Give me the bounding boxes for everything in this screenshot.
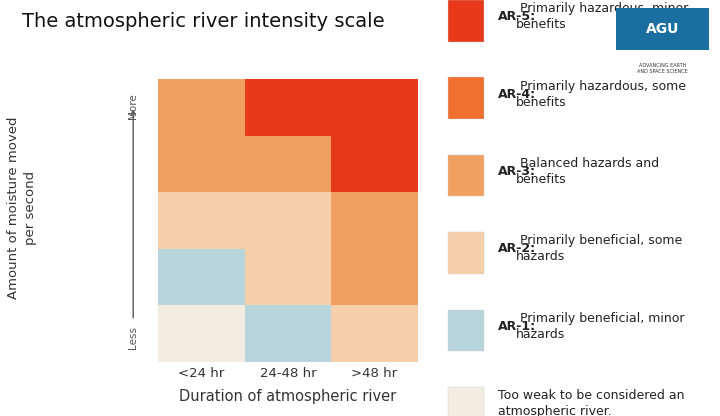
FancyBboxPatch shape <box>616 8 709 50</box>
Bar <box>245 192 331 249</box>
Text: The atmospheric river intensity scale: The atmospheric river intensity scale <box>22 12 384 32</box>
Bar <box>158 249 245 305</box>
Bar <box>158 79 245 136</box>
Text: AR-2:: AR-2: <box>498 242 536 255</box>
FancyBboxPatch shape <box>449 232 485 274</box>
FancyBboxPatch shape <box>449 77 485 119</box>
Text: AR-5:: AR-5: <box>498 10 536 23</box>
FancyBboxPatch shape <box>449 310 485 351</box>
Bar <box>331 249 418 305</box>
Bar <box>158 136 245 192</box>
Bar <box>245 305 331 362</box>
Text: Primarily hazardous, some
benefits: Primarily hazardous, some benefits <box>516 79 686 109</box>
FancyBboxPatch shape <box>449 155 485 196</box>
Text: Too weak to be considered an
atmospheric river.: Too weak to be considered an atmospheric… <box>498 389 685 416</box>
FancyBboxPatch shape <box>449 387 485 416</box>
Bar <box>158 305 245 362</box>
Bar <box>331 136 418 192</box>
Text: More: More <box>128 94 138 119</box>
Bar <box>331 192 418 249</box>
Text: AR-1:: AR-1: <box>498 319 536 333</box>
Text: Primarily hazardous, minor
benefits: Primarily hazardous, minor benefits <box>516 2 688 31</box>
X-axis label: Duration of atmospheric river: Duration of atmospheric river <box>179 389 397 404</box>
Text: Balanced hazards and
benefits: Balanced hazards and benefits <box>516 157 660 186</box>
Text: AGU: AGU <box>646 22 679 36</box>
Bar <box>245 136 331 192</box>
Text: AR-3:: AR-3: <box>498 165 536 178</box>
Text: Primarily beneficial, minor
hazards: Primarily beneficial, minor hazards <box>516 312 685 341</box>
Bar <box>245 79 331 136</box>
Text: AR-4:: AR-4: <box>498 87 536 101</box>
Bar <box>158 192 245 249</box>
FancyBboxPatch shape <box>449 0 485 42</box>
Text: Amount of moisture moved
per second: Amount of moisture moved per second <box>6 117 37 299</box>
Text: Less: Less <box>128 326 138 349</box>
Text: ADVANCING EARTH
AND SPACE SCIENCE: ADVANCING EARTH AND SPACE SCIENCE <box>637 63 688 74</box>
Bar <box>245 249 331 305</box>
Text: Primarily beneficial, some
hazards: Primarily beneficial, some hazards <box>516 234 683 263</box>
Bar <box>331 79 418 136</box>
Bar <box>331 305 418 362</box>
